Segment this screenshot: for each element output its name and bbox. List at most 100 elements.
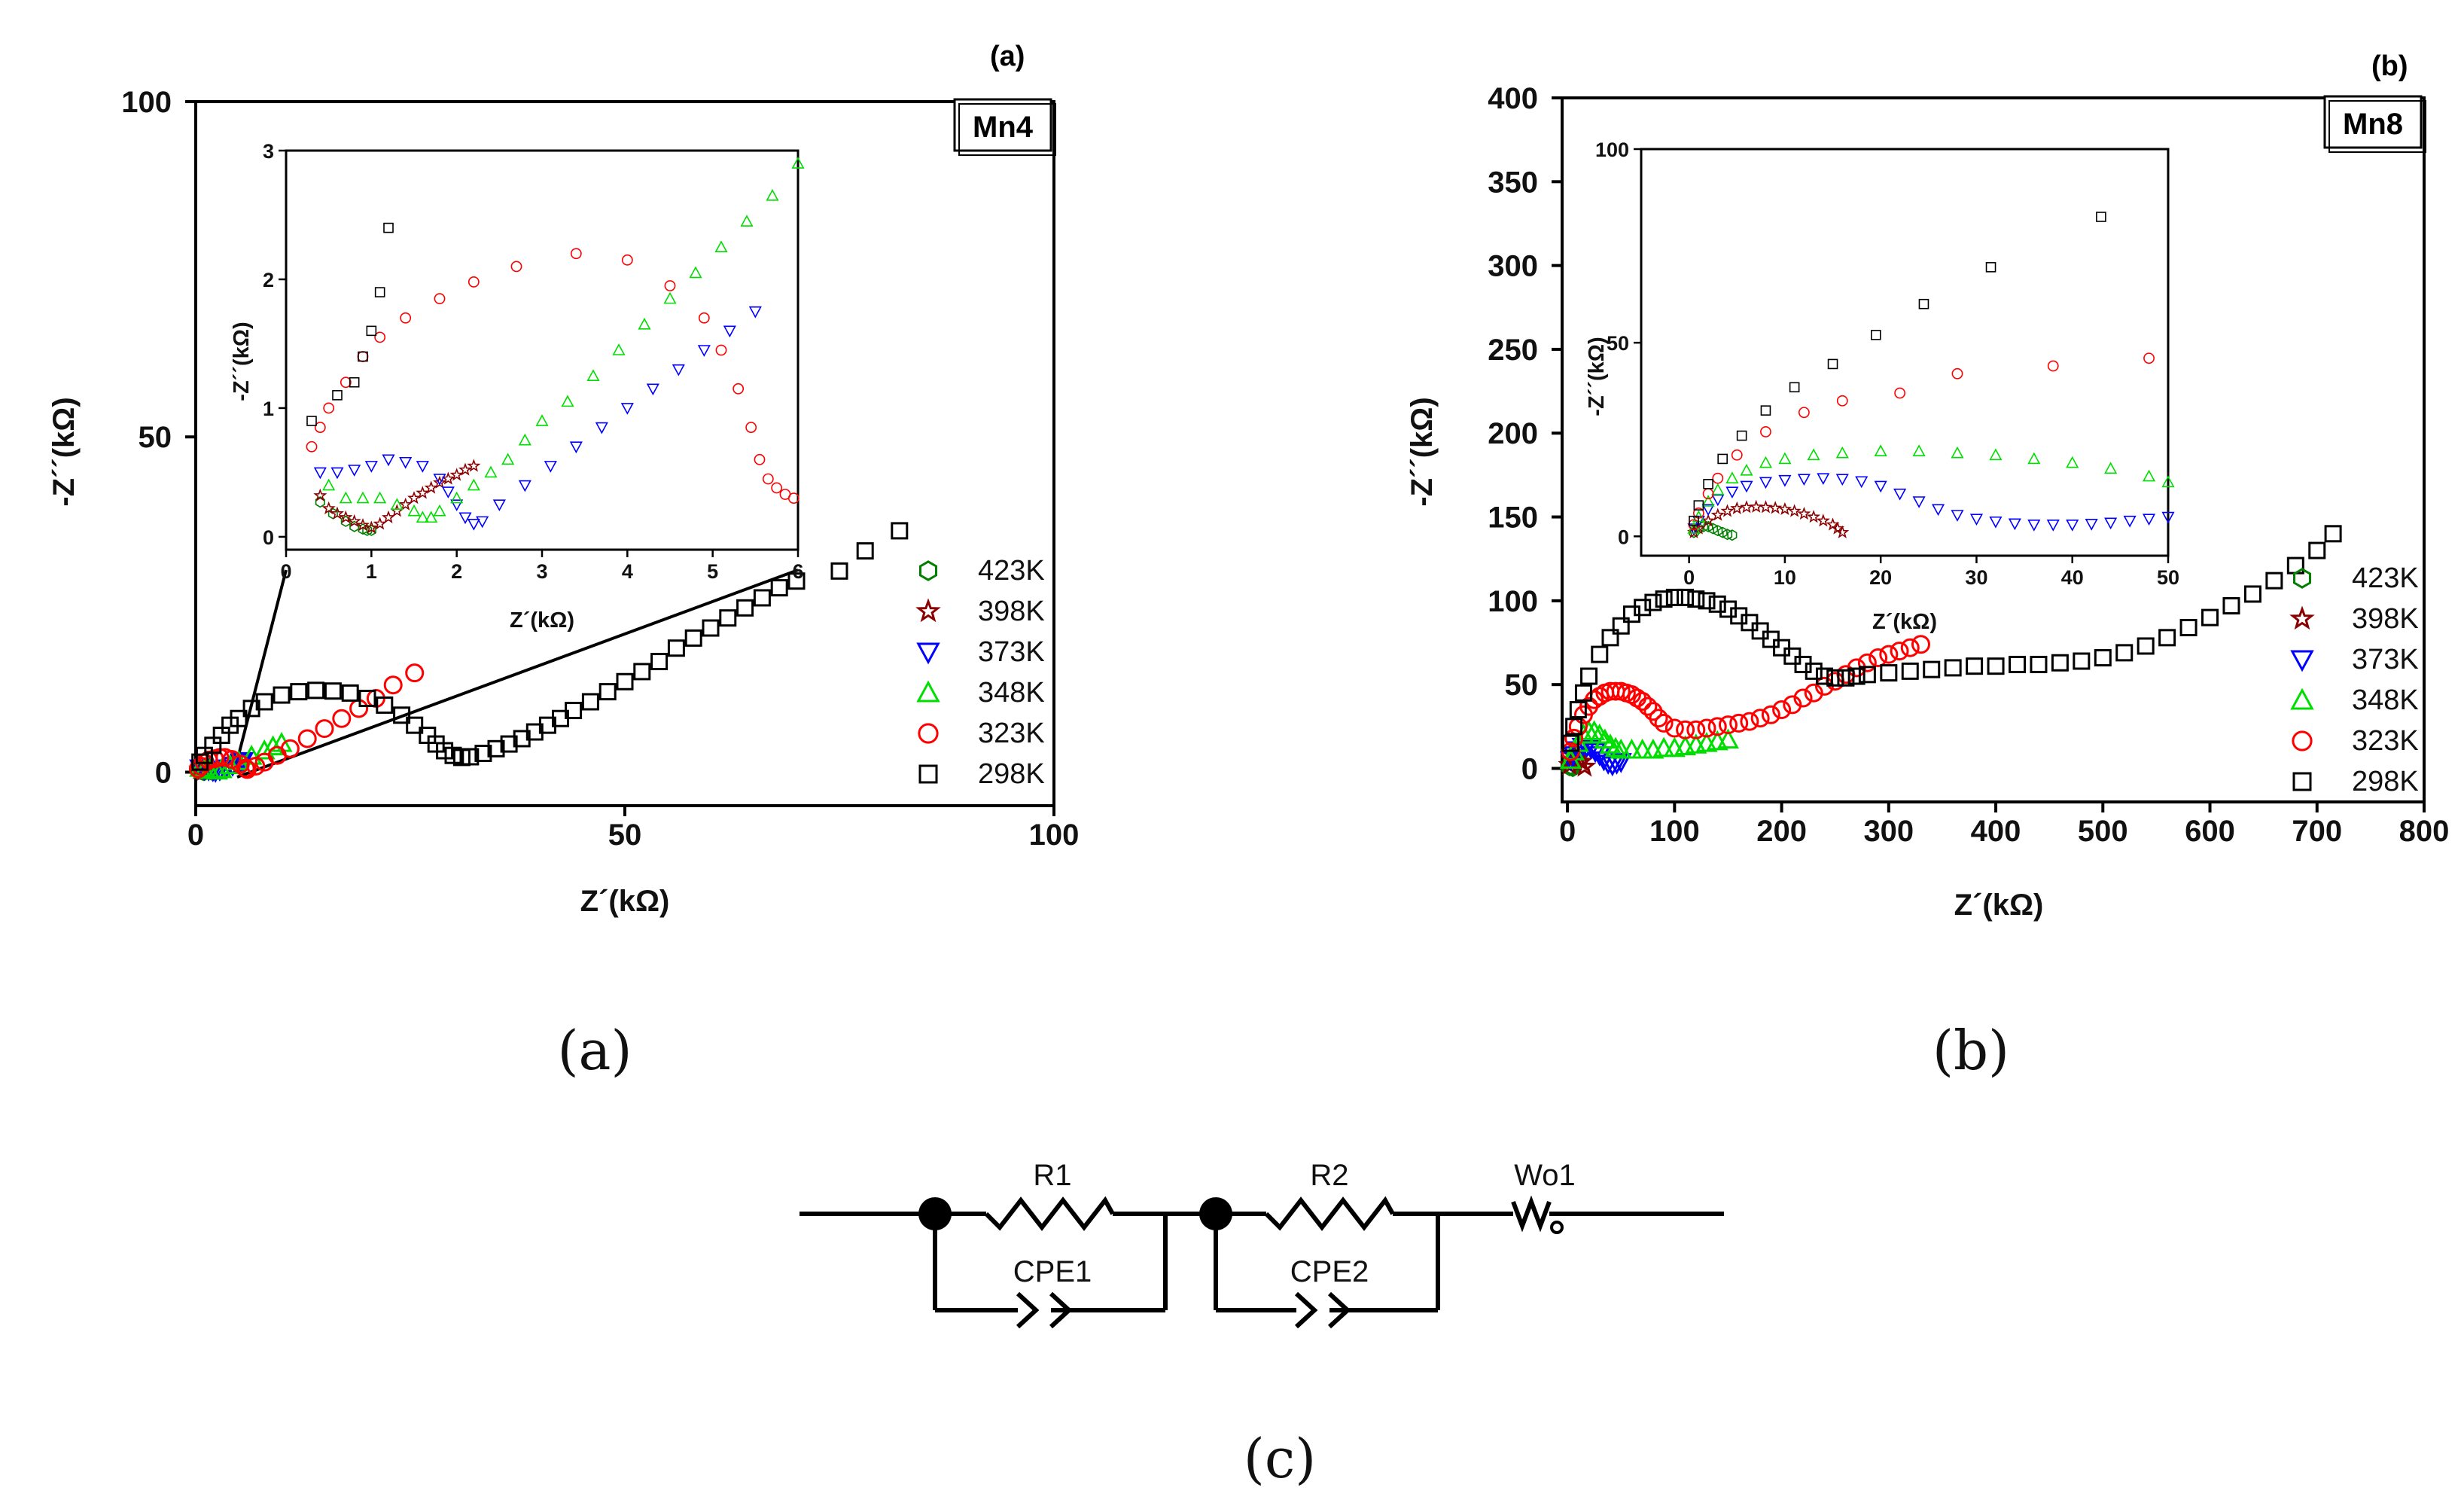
data-point [1665,588,1683,606]
data-point [1708,595,1726,613]
data-point [2324,525,2342,543]
x-tick-label: 800 [2399,815,2450,848]
data-point [1857,653,1877,672]
x-tick-label: 0 [1683,566,1695,589]
legend-label: 348K [978,677,1045,709]
panel-a-letter: (a) [990,41,1025,72]
data-point [1789,382,1800,393]
r1-label: R1 [1033,1159,1071,1192]
data-point [1987,657,2005,675]
data-point [1740,463,1753,476]
data-point [349,376,360,388]
data-point [467,478,480,491]
x-tick-label: 600 [2185,815,2235,848]
panel-b-plot-frame [1561,96,2426,803]
data-point [1644,593,1662,611]
data-point [341,684,359,702]
y-tick-label: 100 [1488,585,1538,618]
data-point [393,706,411,724]
data-point [1580,667,1598,685]
data-point [433,474,446,486]
data-point [1712,472,1724,484]
data-point [544,461,557,473]
series-348K [322,157,805,523]
data-point [1951,367,1963,380]
data-point [487,739,505,758]
data-point [467,459,481,472]
data-point [484,465,498,478]
data-point [461,748,480,766]
legend-label: 323K [2352,725,2419,757]
data-point [748,306,762,319]
data-point [1951,510,1964,522]
data-point [1730,501,1744,514]
panel-b-inset-data-points [1687,212,2175,541]
data-point [1874,480,1887,493]
series-323K [306,248,800,505]
legend-item: 298K [2292,766,2419,797]
data-point [1759,477,1773,489]
data-point [2104,517,2118,530]
data-point [753,589,771,607]
data-point [210,758,233,779]
data-point [383,675,403,695]
legend-label: 298K [2352,766,2419,797]
data-point [2265,572,2283,590]
x-tick-label: 100 [1029,818,1080,852]
data-point [1951,446,1964,459]
data-point [1798,407,1810,419]
data-point [2222,597,2240,615]
data-point [313,488,327,501]
data-point [273,686,291,704]
data-point [689,266,702,279]
data-point [332,390,343,401]
legend-item: 323K [918,718,1045,749]
data-point [1638,697,1658,716]
series-373K [313,306,762,531]
legend-label: 348K [2352,684,2419,716]
data-point [1985,262,1996,273]
x-tick-label: 0 [187,818,204,852]
data-point [433,504,446,517]
data-point [2161,511,2175,524]
x-tick-label: 700 [2292,815,2342,848]
data-point [449,468,464,481]
data-point [340,376,352,389]
data-point [2123,515,2137,528]
data-point [535,414,549,426]
panel-b-inset-x-axis-title: Z´(kΩ) [1872,610,1937,634]
data-point [2030,655,2048,673]
y-tick-label: 100 [121,86,172,119]
data-point [770,579,788,597]
data-point [374,287,385,297]
y-tick-label: 2 [263,269,274,291]
data-point [1768,501,1783,514]
legend-label: 298K [978,758,1045,790]
x-tick-label: 50 [2157,566,2179,589]
data-point [1652,736,1675,758]
data-point [1826,669,1844,687]
y-tick-label: 0 [1618,526,1629,548]
data-point [1720,504,1735,517]
data-point [1707,717,1727,736]
data-point [1599,733,1622,754]
legend-item: 423K [919,555,1045,587]
legend-item: 323K [2292,725,2419,757]
data-point [1633,691,1652,711]
data-point [450,499,464,512]
data-point [1697,718,1716,738]
legend-label: 398K [2352,603,2419,635]
data-point [280,739,300,758]
data-point [307,681,325,700]
data-point [313,467,327,480]
legend-marker [2290,650,2314,672]
data-point [2137,637,2155,655]
data-point [569,441,583,454]
x-tick-label: 1 [366,560,377,583]
legend-marker [2290,687,2314,710]
data-point [500,735,518,753]
data-point [565,702,583,720]
data-point [2051,654,2069,672]
data-point [1612,617,1630,635]
data-point [323,402,335,414]
